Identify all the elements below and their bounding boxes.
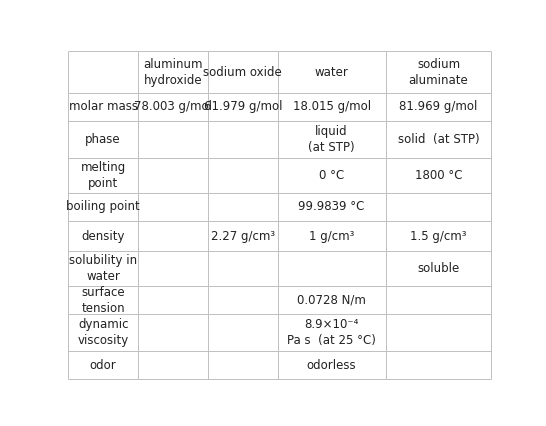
Text: sodium
aluminate: sodium aluminate xyxy=(408,58,468,86)
Text: 8.9×10⁻⁴
Pa s  (at 25 °C): 8.9×10⁻⁴ Pa s (at 25 °C) xyxy=(287,318,376,347)
Text: sodium oxide: sodium oxide xyxy=(204,66,282,78)
Text: 99.9839 °C: 99.9839 °C xyxy=(299,200,365,213)
Text: liquid
(at STP): liquid (at STP) xyxy=(308,125,355,154)
Text: 18.015 g/mol: 18.015 g/mol xyxy=(293,101,371,113)
Text: phase: phase xyxy=(85,133,121,146)
Text: melting
point: melting point xyxy=(80,161,126,190)
Text: odorless: odorless xyxy=(307,359,357,371)
Text: 78.003 g/mol: 78.003 g/mol xyxy=(134,101,212,113)
Text: surface
tension: surface tension xyxy=(81,285,125,314)
Text: density: density xyxy=(81,230,125,242)
Text: 0.0728 N/m: 0.0728 N/m xyxy=(297,294,366,307)
Text: soluble: soluble xyxy=(417,262,460,275)
Text: 1800 °C: 1800 °C xyxy=(415,169,462,182)
Text: 1.5 g/cm³: 1.5 g/cm³ xyxy=(410,230,467,242)
Text: solubility in
water: solubility in water xyxy=(69,254,137,283)
Text: aluminum
hydroxide: aluminum hydroxide xyxy=(143,58,203,86)
Text: 0 °C: 0 °C xyxy=(319,169,345,182)
Text: boiling point: boiling point xyxy=(66,200,140,213)
Text: water: water xyxy=(314,66,348,78)
Text: 61.979 g/mol: 61.979 g/mol xyxy=(204,101,282,113)
Text: odor: odor xyxy=(90,359,116,371)
Text: 81.969 g/mol: 81.969 g/mol xyxy=(399,101,478,113)
Text: 2.27 g/cm³: 2.27 g/cm³ xyxy=(211,230,275,242)
Text: dynamic
viscosity: dynamic viscosity xyxy=(78,318,129,347)
Text: 1 g/cm³: 1 g/cm³ xyxy=(309,230,354,242)
Text: molar mass: molar mass xyxy=(69,101,138,113)
Text: solid  (at STP): solid (at STP) xyxy=(397,133,479,146)
